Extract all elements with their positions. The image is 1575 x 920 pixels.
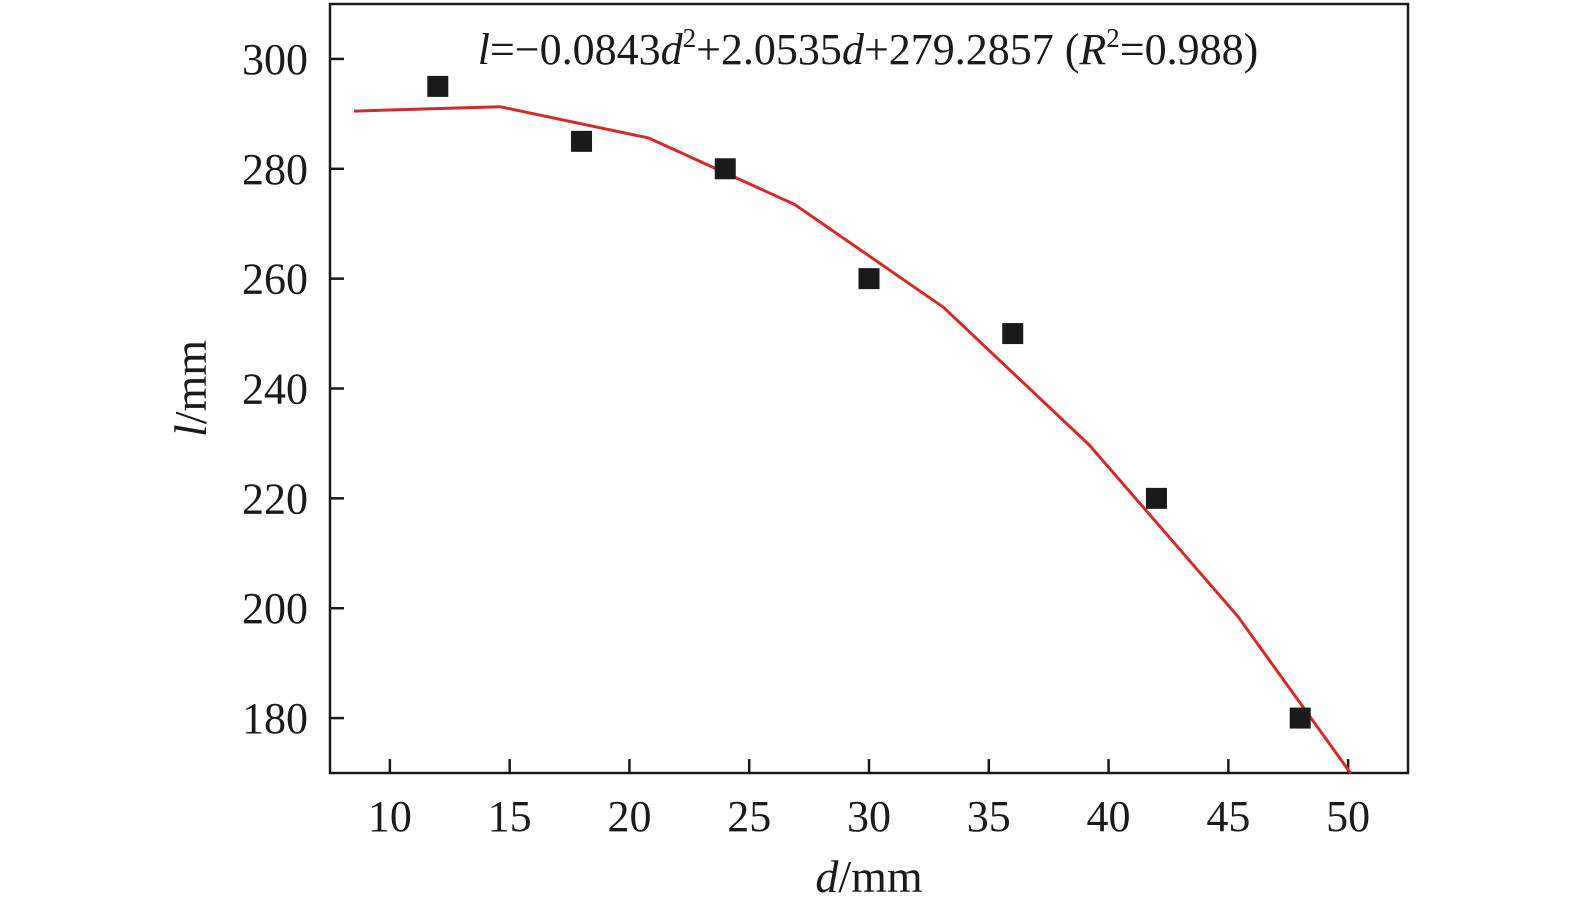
fit-curve-line <box>353 105 1352 774</box>
equation-part: 2 <box>683 23 697 53</box>
y-tick-label: 300 <box>242 35 308 84</box>
x-tick-label: 35 <box>967 792 1011 841</box>
equation-part: l <box>478 25 490 74</box>
x-axis-unit: /mm <box>838 851 923 902</box>
x-tick-label: 25 <box>727 792 771 841</box>
fit-equation-annotation: l=−0.0843d2+2.0535d+279.2857 (R2=0.988) <box>478 23 1259 74</box>
equation-part: =0.988) <box>1120 25 1258 74</box>
x-tick-label: 50 <box>1326 792 1370 841</box>
data-point-marker <box>714 158 736 180</box>
x-tick-label: 45 <box>1206 792 1250 841</box>
data-point-marker <box>1145 487 1167 509</box>
equation-part: R <box>1078 25 1106 74</box>
y-tick-label: 200 <box>242 584 308 633</box>
fit-curve <box>353 105 1352 774</box>
data-point-marker <box>1002 323 1024 345</box>
y-tick-label: 220 <box>242 474 308 523</box>
data-point-marker <box>858 268 880 290</box>
x-tick-label: 40 <box>1087 792 1131 841</box>
equation-part: +279.2857 ( <box>864 25 1079 74</box>
y-axis-title: l/mm <box>165 340 216 437</box>
y-axis-ticks: 180 200 220 240 260 280 300 <box>242 35 344 743</box>
plot-frame <box>328 2 1410 775</box>
equation-part: d <box>842 25 865 74</box>
data-points <box>427 75 1311 729</box>
data-point-marker <box>571 130 593 152</box>
y-tick-label: 260 <box>242 255 308 304</box>
equation-part: =−0.0843 <box>490 25 661 74</box>
data-point-marker <box>427 75 449 97</box>
equation-part: d <box>661 25 684 74</box>
y-axis-unit: /mm <box>165 340 216 425</box>
y-tick-label: 240 <box>242 365 308 414</box>
data-point-marker <box>1289 707 1311 729</box>
x-tick-label: 15 <box>488 792 532 841</box>
equation-part: 2 <box>1106 23 1120 53</box>
x-axis-variable: d <box>815 851 839 902</box>
y-axis-variable: l <box>165 424 216 437</box>
x-tick-label: 30 <box>847 792 891 841</box>
y-tick-label: 280 <box>242 145 308 194</box>
x-axis-ticks: 10 15 20 25 30 35 40 45 50 <box>368 759 1370 841</box>
y-tick-label: 180 <box>242 694 308 743</box>
equation-part: +2.0535 <box>696 25 842 74</box>
x-axis-title: d/mm <box>815 851 923 902</box>
x-tick-label: 10 <box>368 792 412 841</box>
x-tick-label: 20 <box>607 792 651 841</box>
